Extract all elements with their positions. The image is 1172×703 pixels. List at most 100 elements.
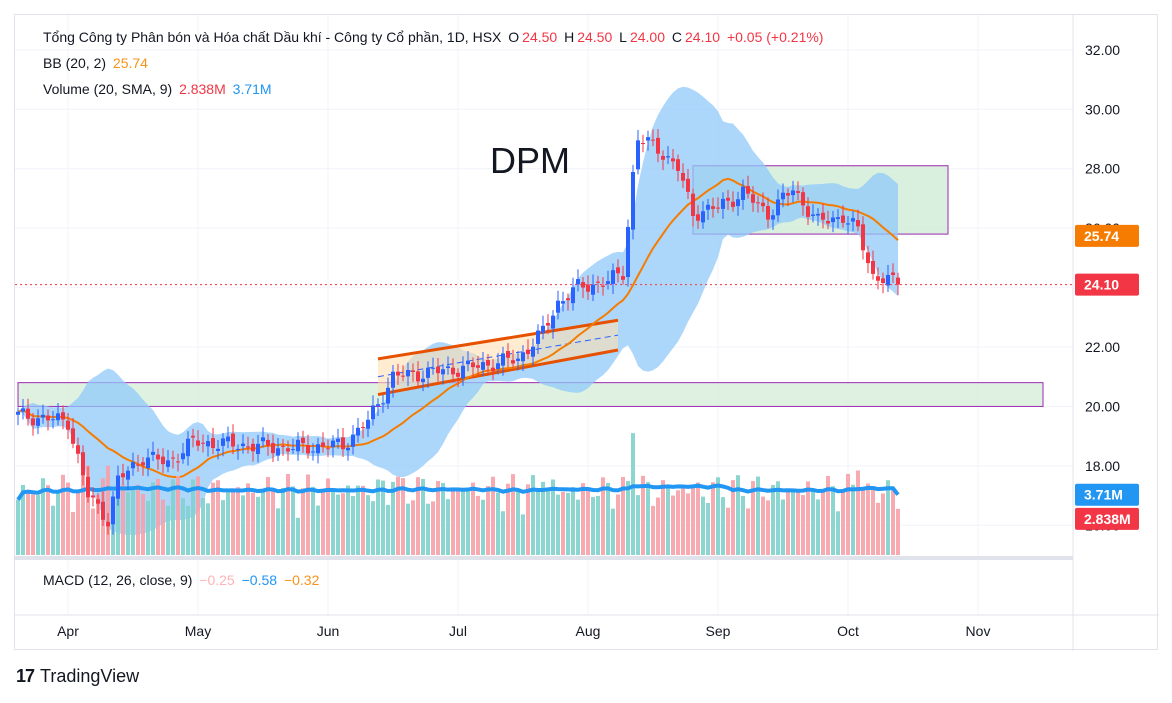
price-tick-label: 20.00 xyxy=(1085,398,1120,414)
candle-body xyxy=(106,521,110,527)
candle-body xyxy=(511,360,515,364)
candle-body xyxy=(101,501,105,520)
volume-bar xyxy=(451,491,455,555)
candle-body xyxy=(471,362,475,368)
last-close-tag-text: 24.10 xyxy=(1084,277,1119,293)
change-value: +0.05 (+0.21%) xyxy=(726,29,824,45)
volume-legend[interactable]: Volume (20, SMA, 9) 2.838M 3.71M xyxy=(43,81,275,97)
macd-signal-value: −0.32 xyxy=(283,572,320,588)
price-chart[interactable]: DPM16.0018.0020.0022.0024.0026.0028.0030… xyxy=(15,15,1159,651)
volume-bar xyxy=(766,500,770,555)
volume-bar xyxy=(896,508,900,555)
volume-bar xyxy=(351,496,355,555)
volume-bar xyxy=(691,487,695,555)
volume-bar xyxy=(486,486,490,555)
volume-bar xyxy=(771,484,775,555)
volume-bar xyxy=(391,481,395,555)
candle-body xyxy=(611,270,615,284)
volume-bar xyxy=(396,476,400,555)
volume-bar xyxy=(106,465,110,555)
candle-body xyxy=(551,315,555,329)
price-tick-label: 22.00 xyxy=(1085,339,1120,355)
candle-body xyxy=(406,370,410,377)
candle-body xyxy=(831,217,835,223)
candle-body xyxy=(276,448,280,456)
volume-bar xyxy=(56,492,60,555)
volume-bar xyxy=(161,499,165,555)
candle-body xyxy=(331,440,335,448)
volume-bar xyxy=(671,495,675,555)
volume-bar xyxy=(461,490,465,555)
volume-bar xyxy=(276,508,280,555)
candle-body xyxy=(656,137,660,154)
volume-bar xyxy=(441,482,445,555)
volume-bar xyxy=(376,479,380,555)
candle-body xyxy=(666,156,670,158)
candle-body xyxy=(506,351,510,358)
candle-body xyxy=(591,284,595,295)
candle-body xyxy=(26,408,30,419)
volume-bar xyxy=(51,505,55,555)
macd-legend[interactable]: MACD (12, 26, close, 9) −0.25 −0.58 −0.3… xyxy=(43,572,322,588)
candle-body xyxy=(281,445,285,447)
volume-bar xyxy=(116,493,120,555)
candle-body xyxy=(886,274,890,286)
candle-body xyxy=(401,375,405,377)
candle-body xyxy=(191,435,195,438)
candle-body xyxy=(836,217,840,220)
candle-body xyxy=(186,438,190,457)
candle-body xyxy=(196,440,200,446)
volume-bar xyxy=(216,480,220,555)
candle-body xyxy=(841,215,845,223)
candle-body xyxy=(156,454,160,460)
volume-bar xyxy=(796,489,800,555)
volume-bar xyxy=(226,492,230,555)
candle-body xyxy=(866,252,870,264)
volume-bar xyxy=(81,474,85,555)
volume-bar xyxy=(546,487,550,555)
candle-body xyxy=(521,352,525,362)
volume-bar xyxy=(86,465,90,555)
volume-bar xyxy=(626,481,630,555)
volume-bar xyxy=(406,503,410,555)
volume-bar xyxy=(356,485,360,555)
candle-body xyxy=(696,214,700,221)
candle-body xyxy=(46,415,50,421)
volume-label: Volume (20, SMA, 9) xyxy=(43,81,173,97)
tradingview-branding[interactable]: 17 TradingView xyxy=(16,666,139,687)
bollinger-band-fill xyxy=(18,86,898,536)
volume-bar xyxy=(611,508,615,555)
high-label: H xyxy=(564,29,575,45)
volume-bar xyxy=(506,483,510,555)
candle-body xyxy=(851,218,855,222)
open-label: O xyxy=(508,29,520,45)
volume-bar xyxy=(281,487,285,555)
candle-body xyxy=(231,433,235,447)
candle-body xyxy=(826,221,830,224)
bb-legend[interactable]: BB (20, 2) 25.74 xyxy=(43,55,151,71)
volume-bar xyxy=(536,491,540,555)
volume-bar xyxy=(426,503,430,555)
open-value: 24.50 xyxy=(522,29,558,45)
chart-frame: DPM16.0018.0020.0022.0024.0026.0028.0030… xyxy=(14,14,1159,651)
volume-bar xyxy=(776,481,780,555)
candle-body xyxy=(301,437,305,444)
volume-bar xyxy=(761,496,765,555)
candle-body xyxy=(756,202,760,204)
volume-bar xyxy=(246,483,250,555)
low-label: L xyxy=(619,29,627,45)
volume-bar xyxy=(711,482,715,555)
candle-body xyxy=(871,260,875,274)
candle-body xyxy=(536,330,540,344)
volume-bar xyxy=(366,495,370,555)
volume-bar xyxy=(41,478,45,555)
volume-bar xyxy=(156,478,160,555)
candle-body xyxy=(641,143,645,145)
volume-bar xyxy=(831,486,835,555)
candle-body xyxy=(526,349,530,355)
candle-body xyxy=(896,277,900,285)
volume-bar xyxy=(266,477,270,555)
candle-body xyxy=(91,495,95,498)
volume-bar xyxy=(181,498,185,555)
candle-body xyxy=(881,278,885,283)
